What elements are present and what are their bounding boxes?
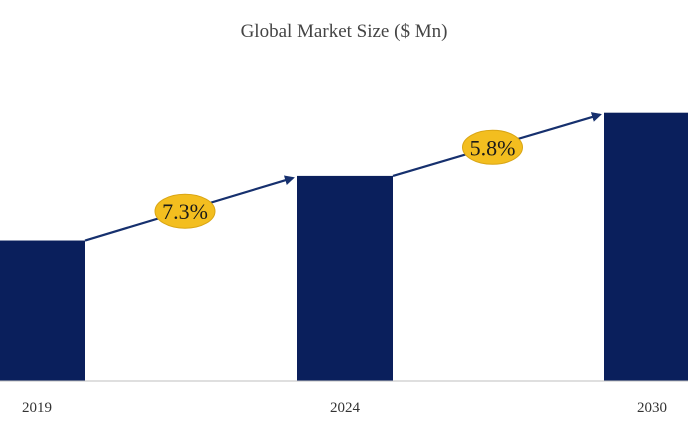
bar-2024 — [297, 175, 393, 381]
cagr-label-1: 7.3% — [162, 199, 208, 224]
cagr-annotations: 7.3% 5.8% — [84, 112, 602, 242]
cagr-label-2: 5.8% — [470, 135, 516, 160]
x-tick-2019: 2019 — [22, 400, 52, 416]
cagr-badge-2 — [462, 129, 523, 165]
bars-group — [0, 112, 688, 381]
x-axis-ticks: 2019 2024 2030 — [22, 400, 667, 416]
x-tick-2024: 2024 — [330, 400, 361, 416]
bar-2030 — [604, 112, 688, 381]
bar-2019 — [0, 240, 85, 381]
chart-title: Global Market Size ($ Mn) — [241, 21, 448, 42]
x-tick-2030: 2030 — [637, 400, 667, 416]
cagr-badge-1 — [154, 193, 216, 229]
